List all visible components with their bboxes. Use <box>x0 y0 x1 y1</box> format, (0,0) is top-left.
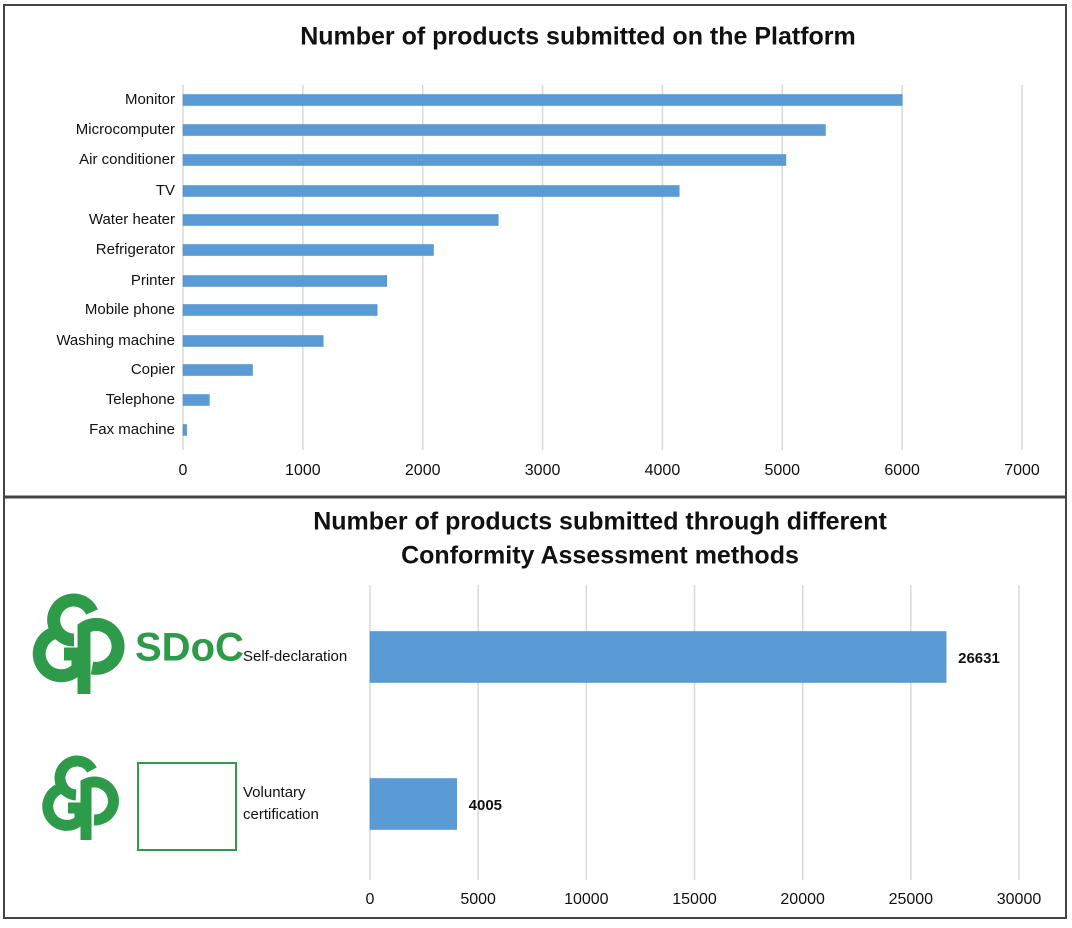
logo-sdoc <box>32 593 125 694</box>
x-tick-label: 0 <box>366 891 375 908</box>
x-tick-label: 5000 <box>764 462 800 479</box>
logo-voluntary <box>42 755 119 840</box>
y-tick-label: Self-declaration <box>243 648 348 665</box>
y-tick-label: Telephone <box>106 391 175 408</box>
bar <box>369 778 457 830</box>
chart-title: Conformity Assessment methods <box>401 542 799 570</box>
y-tick-label: Air conditioner <box>79 151 175 168</box>
x-tick-label: 1000 <box>285 462 321 479</box>
y-tick-label: Refrigerator <box>96 241 175 258</box>
bar <box>182 214 499 226</box>
bar <box>182 394 210 406</box>
logo-text: SDoC <box>135 626 244 670</box>
bar <box>182 185 680 197</box>
y-tick-label: Mobile phone <box>85 301 175 318</box>
bar <box>182 124 826 136</box>
x-tick-label: 10000 <box>564 891 609 908</box>
x-tick-label: 2000 <box>405 462 441 479</box>
x-tick-label: 3000 <box>525 462 561 479</box>
x-tick-label: 6000 <box>884 462 920 479</box>
y-tick-label: TV <box>156 182 175 199</box>
bar <box>182 275 388 287</box>
y-tick-label: Washing machine <box>56 332 175 349</box>
bar <box>182 364 253 376</box>
value-label: 4005 <box>469 797 502 814</box>
y-tick-label: Microcomputer <box>76 121 175 138</box>
bar <box>182 244 434 256</box>
x-tick-label: 4000 <box>645 462 681 479</box>
x-tick-label: 25000 <box>889 891 934 908</box>
y-tick-label: Printer <box>131 272 175 289</box>
x-tick-label: 5000 <box>460 891 496 908</box>
bar <box>182 335 324 347</box>
y-tick-label: Copier <box>131 361 175 378</box>
y-tick-label: Voluntary certification <box>243 784 319 823</box>
y-tick-label-box: Self-declaration <box>243 648 348 665</box>
bar <box>182 424 187 436</box>
x-tick-label: 7000 <box>1004 462 1040 479</box>
chart-title: Number of products submitted through dif… <box>313 508 887 536</box>
y-tick-label: Monitor <box>125 91 175 108</box>
x-tick-label: 0 <box>179 462 188 479</box>
logo-box <box>137 762 237 851</box>
bar <box>182 304 378 316</box>
chart-title: Number of products submitted on the Plat… <box>300 23 856 51</box>
bar <box>182 94 903 106</box>
y-tick-label-box: Voluntary certification <box>243 784 319 823</box>
x-tick-label: 20000 <box>780 891 825 908</box>
y-tick-label: Fax machine <box>89 421 175 438</box>
x-tick-label: 30000 <box>997 891 1042 908</box>
x-tick-label: 15000 <box>672 891 717 908</box>
bar <box>369 631 947 683</box>
bar <box>182 154 787 166</box>
y-tick-label: Water heater <box>89 211 175 228</box>
value-label: 26631 <box>958 650 1000 667</box>
